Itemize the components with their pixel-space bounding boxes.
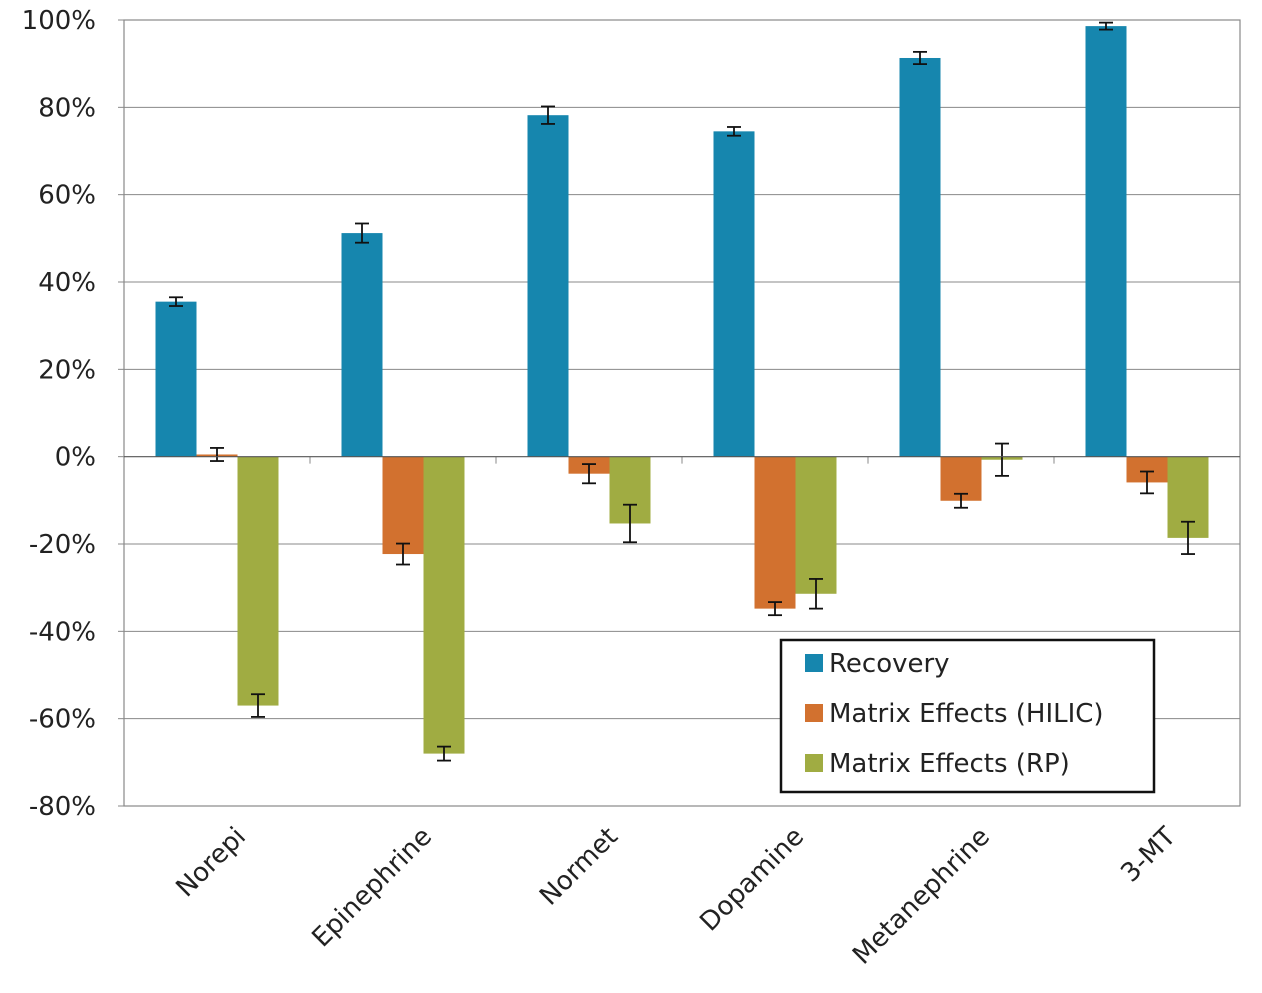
- bar-matrix-effects-hilic--epinephrine: [382, 456, 424, 555]
- legend-label: Matrix Effects (HILIC): [829, 699, 1104, 729]
- error-bar: [169, 296, 183, 307]
- x-category-label: Dopamine: [694, 822, 810, 938]
- bar-matrix-effects-rp--epinephrine: [423, 456, 465, 754]
- x-category-label: Metanephrine: [847, 822, 996, 971]
- bar-matrix-effects-hilic--dopamine: [754, 456, 796, 609]
- error-bar: [623, 503, 637, 544]
- error-bar: [954, 492, 968, 509]
- error-bar: [582, 463, 596, 485]
- bar-recovery-epinephrine: [341, 233, 383, 457]
- error-bar: [727, 126, 741, 137]
- y-tick-label: -60%: [29, 705, 96, 735]
- x-category-label: Normet: [534, 822, 624, 912]
- y-tick-label: 20%: [38, 355, 96, 385]
- legend-swatch: [805, 754, 823, 772]
- y-tick-label: 60%: [38, 181, 96, 211]
- error-bar: [210, 447, 224, 462]
- y-tick-label: 80%: [38, 93, 96, 123]
- x-category-label: Epinephrine: [306, 822, 438, 954]
- legend: [779, 638, 1156, 794]
- error-bar: [1140, 470, 1154, 495]
- error-bar: [437, 745, 451, 762]
- bar-recovery-normet: [527, 115, 569, 457]
- legend-label: Recovery: [829, 649, 950, 679]
- error-bar: [913, 50, 927, 66]
- legend-swatch: [805, 704, 823, 722]
- y-tick-label: 100%: [22, 6, 96, 36]
- plot-area: [123, 19, 1241, 807]
- error-bar: [355, 222, 369, 244]
- legend-label: Matrix Effects (RP): [829, 749, 1070, 779]
- legend-swatch: [805, 654, 823, 672]
- error-bar: [251, 693, 265, 718]
- error-bar: [1181, 520, 1195, 555]
- y-tick-label: -80%: [29, 792, 96, 822]
- x-category-label: 3-MT: [1115, 822, 1182, 889]
- y-tick-label: -40%: [29, 617, 96, 647]
- y-tick-label: 0%: [55, 443, 96, 473]
- x-category-label: Norepi: [170, 822, 251, 903]
- bar-recovery-dopamine: [713, 131, 755, 457]
- bar-recovery-metanephrine: [899, 57, 941, 457]
- error-bar: [809, 578, 823, 610]
- bar-matrix-effects-rp--dopamine: [795, 456, 837, 594]
- error-bar: [995, 442, 1009, 477]
- y-tick-label: 40%: [38, 268, 96, 298]
- y-tick-label: -20%: [29, 530, 96, 560]
- error-bar: [768, 601, 782, 617]
- error-bar: [396, 542, 410, 566]
- bar-recovery-norepi: [155, 301, 197, 457]
- error-bar: [1099, 21, 1113, 31]
- error-bar: [541, 105, 555, 125]
- bar-recovery-3-mt: [1085, 26, 1127, 457]
- bar-matrix-effects-rp--norepi: [237, 456, 279, 706]
